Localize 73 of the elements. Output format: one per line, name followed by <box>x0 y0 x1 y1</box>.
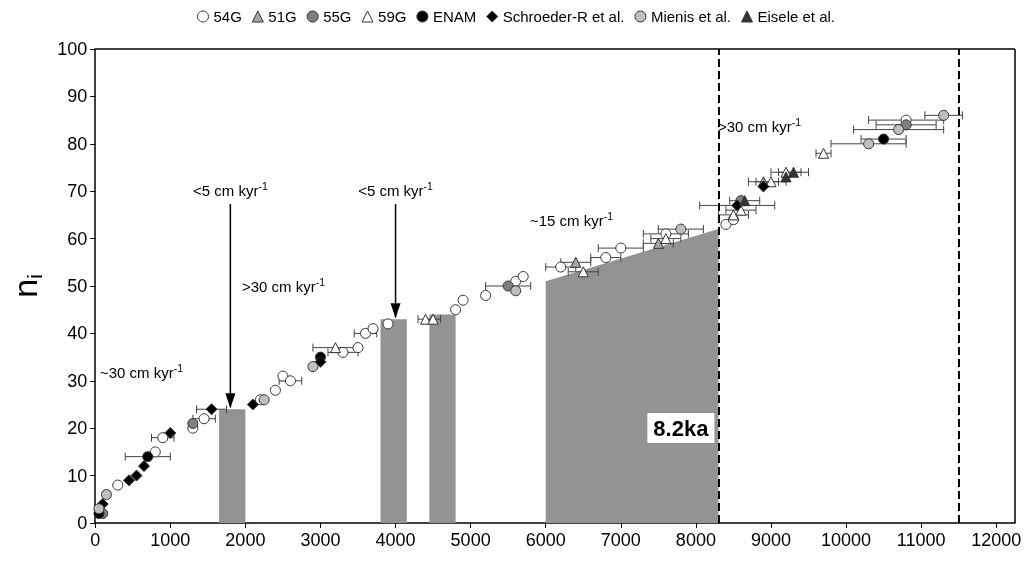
legend-label: Mienis et al. <box>650 8 731 25</box>
point <box>130 469 143 482</box>
point <box>577 266 589 278</box>
x-tick-label: 5000 <box>450 530 491 550</box>
x-tick-label: 12000 <box>971 530 1022 550</box>
point <box>780 171 792 183</box>
point <box>938 109 950 121</box>
point <box>93 503 105 515</box>
point <box>660 233 672 245</box>
x-tick-label: 7000 <box>600 530 641 550</box>
y-tick-label: 60 <box>67 228 88 249</box>
y-tick-label: 20 <box>67 418 88 439</box>
y-tick-label: 70 <box>67 181 88 202</box>
legend-label: 51G <box>268 8 297 25</box>
point <box>367 323 379 335</box>
point <box>863 138 875 150</box>
point <box>157 432 169 444</box>
point <box>727 209 739 221</box>
y-tick-label: 100 <box>57 39 88 59</box>
y-tick-label: 90 <box>67 86 88 107</box>
point <box>329 342 341 354</box>
point <box>757 180 770 193</box>
x-tick-label: 4000 <box>375 530 416 550</box>
x-tick-label: 0 <box>90 530 101 550</box>
x-tick-label: 10000 <box>821 530 872 550</box>
x-tick-label: 11000 <box>896 530 946 550</box>
point <box>164 426 177 439</box>
x-tick-label: 2000 <box>225 530 266 550</box>
point <box>900 119 912 131</box>
point <box>788 166 799 178</box>
point <box>570 256 582 268</box>
point <box>314 355 327 368</box>
y-tick-label: 40 <box>67 323 88 344</box>
point <box>284 375 296 387</box>
x-tick-label: 1000 <box>150 530 191 550</box>
point <box>198 413 210 425</box>
legend-label: Eisele et al. <box>757 8 836 25</box>
point <box>878 133 890 145</box>
legend-label: ENAM <box>432 8 477 25</box>
x-tick-label: 9000 <box>750 530 791 550</box>
point <box>502 280 514 292</box>
y-tick-label: 30 <box>67 370 88 391</box>
point <box>893 124 905 136</box>
x-tick-label: 6000 <box>525 530 566 550</box>
point <box>739 195 751 207</box>
point <box>138 460 151 473</box>
legend-label: 54G <box>213 8 242 25</box>
y-tick-label: 10 <box>67 465 88 486</box>
ref-line-label: 8.2ka <box>653 415 710 441</box>
point <box>382 318 394 330</box>
legend-label: 59G <box>378 8 407 25</box>
legend-label: 55G <box>323 8 352 25</box>
legend-label: Schroeder-R et al. <box>502 8 625 25</box>
point <box>615 242 627 254</box>
point <box>122 474 135 487</box>
point <box>510 285 522 297</box>
x-tick-label: 3000 <box>300 530 341 550</box>
point <box>142 451 154 463</box>
point <box>100 489 112 501</box>
point <box>555 261 567 273</box>
point <box>307 361 319 373</box>
y-axis-title: ni <box>6 274 47 298</box>
point <box>600 252 612 264</box>
point <box>246 398 259 411</box>
y-tick-label: 0 <box>77 513 88 533</box>
point <box>187 417 199 429</box>
point <box>675 223 687 235</box>
point <box>652 237 664 249</box>
x-tick-label: 8000 <box>675 530 716 550</box>
point <box>205 403 218 416</box>
y-tick-label: 80 <box>67 133 88 154</box>
y-tick-label: 50 <box>67 276 88 296</box>
point <box>258 394 270 406</box>
